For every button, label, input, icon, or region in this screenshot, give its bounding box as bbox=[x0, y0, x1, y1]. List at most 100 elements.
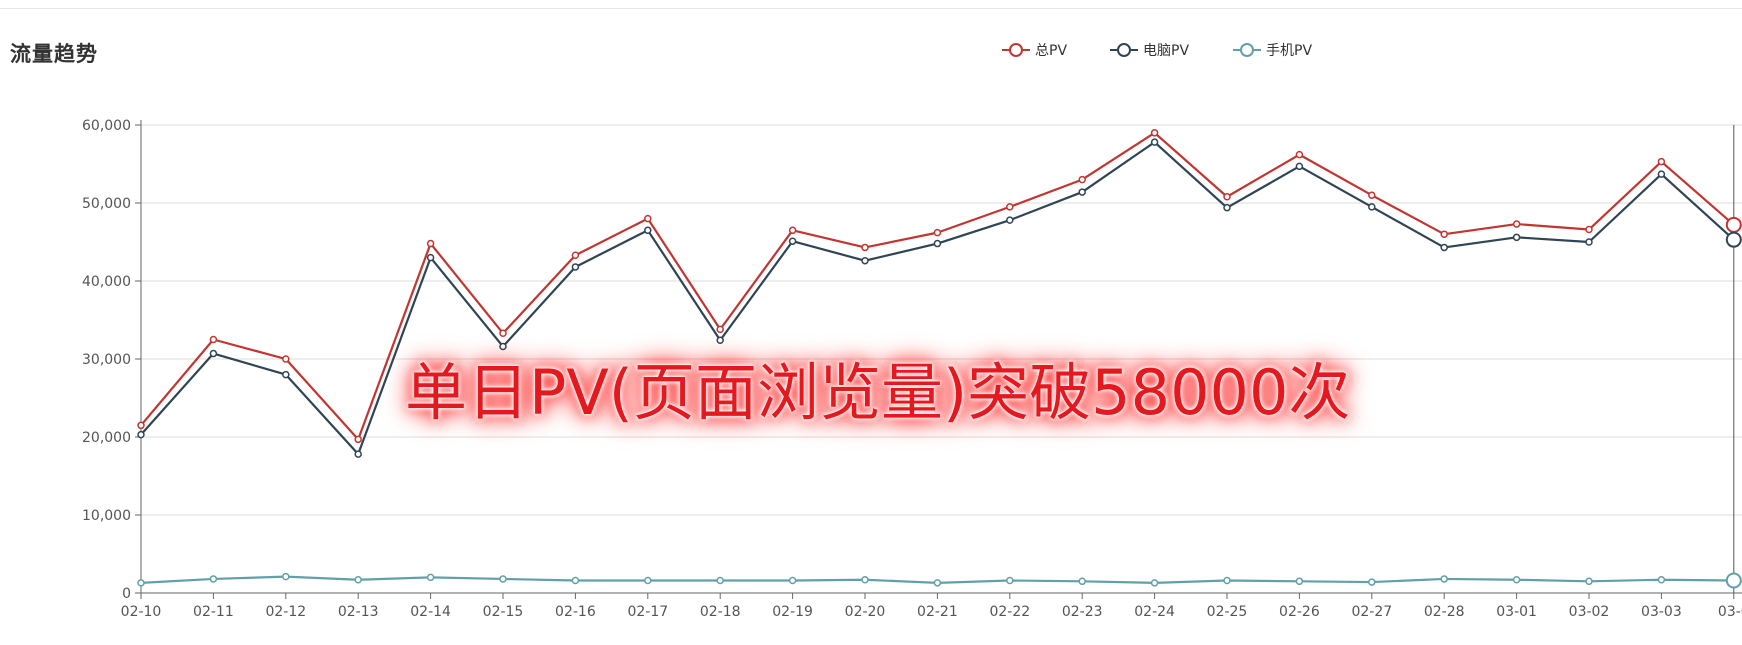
series-point bbox=[571, 576, 580, 585]
series-point bbox=[282, 355, 290, 363]
x-tick-label: 02-28 bbox=[1424, 604, 1465, 620]
series-point bbox=[209, 335, 218, 344]
series-point bbox=[1657, 157, 1666, 166]
series-point bbox=[426, 239, 435, 248]
series-point bbox=[1368, 191, 1376, 199]
series-point bbox=[1078, 175, 1086, 184]
series-point bbox=[499, 575, 507, 583]
series-point bbox=[1150, 579, 1159, 587]
series-point bbox=[716, 325, 724, 334]
x-tick-label: 02-24 bbox=[1134, 604, 1175, 620]
x-tick-label: 02-26 bbox=[1279, 604, 1320, 620]
overlay-banner: 单日PV(页面浏览量)突破58000次 bbox=[405, 356, 1351, 429]
series-point bbox=[137, 579, 145, 587]
series-point bbox=[1368, 578, 1376, 586]
series-point bbox=[933, 579, 942, 587]
series-point bbox=[1512, 575, 1521, 584]
series-point bbox=[788, 226, 797, 235]
series-point bbox=[426, 253, 435, 262]
series-point bbox=[1368, 203, 1376, 211]
legend-label: 电脑PV bbox=[1143, 43, 1189, 59]
series-point bbox=[354, 450, 362, 458]
series-point bbox=[1585, 577, 1593, 586]
y-tick-label: 0 bbox=[122, 586, 131, 602]
x-tick-label: 02-23 bbox=[1062, 604, 1103, 620]
series-point bbox=[1585, 225, 1593, 234]
series-point bbox=[933, 228, 942, 237]
series-point bbox=[933, 239, 942, 248]
y-tick-label: 20,000 bbox=[82, 430, 131, 446]
x-tick-label: 02-21 bbox=[917, 604, 958, 620]
x-tick-label: 02-27 bbox=[1351, 604, 1392, 620]
x-tick-label: 02-25 bbox=[1207, 604, 1248, 620]
legend-label: 手机PV bbox=[1266, 43, 1312, 59]
legend-label: 总PV bbox=[1035, 43, 1067, 59]
series-point bbox=[644, 214, 652, 223]
series-point bbox=[282, 572, 290, 581]
x-tick-label: 02-17 bbox=[627, 604, 668, 620]
series-point bbox=[499, 342, 507, 351]
legend-marker bbox=[1117, 43, 1131, 57]
series-point bbox=[1150, 129, 1159, 137]
series-point bbox=[1223, 576, 1231, 585]
series-point bbox=[1006, 216, 1014, 224]
x-tick-label: 03-02 bbox=[1569, 604, 1610, 620]
x-tick-label: 02-20 bbox=[845, 604, 886, 620]
x-tick-label: 02-13 bbox=[338, 604, 379, 620]
x-tick-label: 02-12 bbox=[265, 604, 306, 620]
series-point bbox=[1295, 577, 1304, 586]
series-point bbox=[1078, 188, 1086, 196]
series-point bbox=[1512, 233, 1521, 242]
x-tick-label: 02-16 bbox=[555, 604, 596, 620]
y-tick-label: 60,000 bbox=[82, 118, 131, 134]
x-tick-label: 02-11 bbox=[193, 604, 234, 620]
series-point bbox=[861, 256, 869, 265]
legend-marker bbox=[1240, 43, 1254, 57]
series-point bbox=[571, 251, 580, 260]
series-point bbox=[716, 576, 724, 585]
series-point bbox=[1223, 193, 1231, 201]
series-point bbox=[426, 573, 435, 582]
series-point bbox=[788, 237, 797, 245]
series-point bbox=[354, 575, 362, 584]
series-point bbox=[1585, 238, 1593, 246]
series-point bbox=[137, 430, 145, 439]
y-tick-label: 50,000 bbox=[82, 196, 131, 212]
y-tick-label: 10,000 bbox=[82, 508, 131, 524]
series-point bbox=[1223, 203, 1231, 212]
series-point bbox=[644, 576, 652, 585]
series-point bbox=[282, 370, 290, 379]
series-point bbox=[1725, 231, 1742, 248]
top-divider bbox=[0, 8, 1742, 9]
series-point bbox=[716, 336, 724, 345]
series-point bbox=[1440, 243, 1448, 252]
x-tick-label: 02-18 bbox=[700, 604, 741, 620]
x-tick-label: 02-19 bbox=[772, 604, 813, 620]
series-point bbox=[354, 435, 362, 444]
x-tick-label: 02-15 bbox=[483, 604, 524, 620]
series-point bbox=[137, 421, 145, 430]
series-point bbox=[1295, 150, 1304, 159]
series-point bbox=[861, 243, 869, 252]
x-tick-label: 03-03 bbox=[1641, 604, 1682, 620]
series-point bbox=[1512, 220, 1521, 228]
series-point bbox=[1725, 216, 1742, 233]
legend-marker bbox=[1009, 43, 1023, 57]
series-point bbox=[571, 263, 580, 271]
y-tick-label: 40,000 bbox=[82, 274, 131, 290]
series-point bbox=[1150, 138, 1159, 146]
panel-title: 流量趋势 bbox=[10, 42, 98, 66]
series-point bbox=[1657, 170, 1666, 178]
x-tick-label: 03-0 bbox=[1718, 604, 1742, 620]
series-point bbox=[1725, 572, 1742, 589]
x-tick-label: 02-14 bbox=[410, 604, 451, 620]
series-point bbox=[1006, 203, 1014, 211]
series-point bbox=[209, 575, 218, 583]
series-point bbox=[1006, 576, 1014, 585]
series-point bbox=[1295, 162, 1304, 171]
x-tick-label: 03-01 bbox=[1496, 604, 1537, 620]
series-point bbox=[1657, 575, 1666, 584]
series-point bbox=[788, 576, 797, 585]
series-point bbox=[1078, 577, 1086, 586]
